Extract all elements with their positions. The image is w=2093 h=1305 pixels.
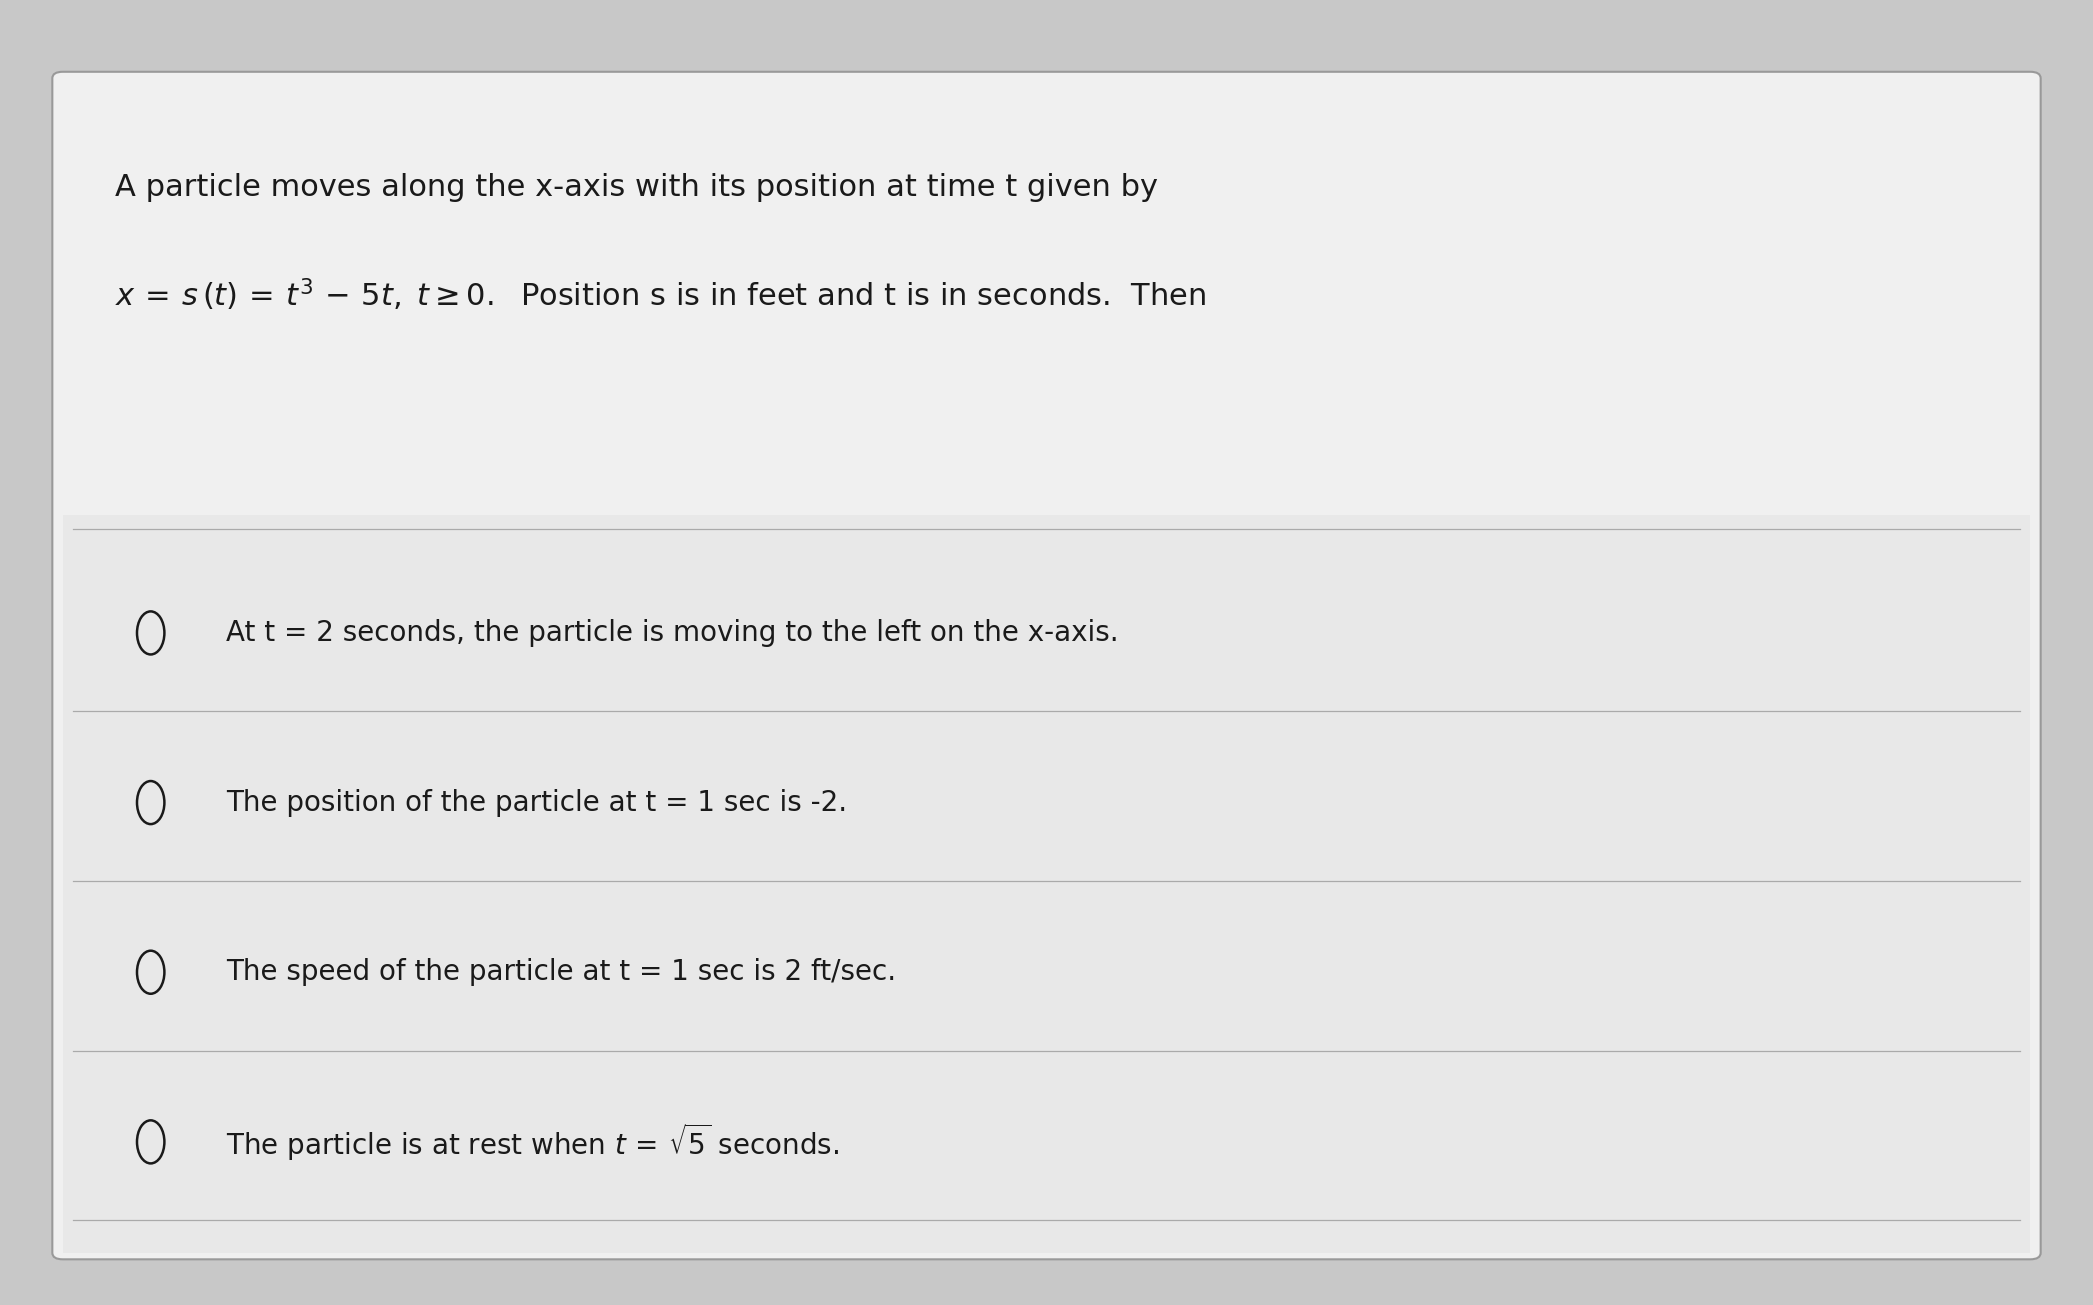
Text: The speed of the particle at t = 1 sec is 2 ft/sec.: The speed of the particle at t = 1 sec i… bbox=[226, 958, 896, 987]
Text: The position of the particle at t = 1 sec is -2.: The position of the particle at t = 1 se… bbox=[226, 788, 848, 817]
Bar bbox=[63, 515, 2030, 1253]
FancyBboxPatch shape bbox=[52, 72, 2041, 1259]
Text: The particle is at rest when $t\, =\, \sqrt{5}$ seconds.: The particle is at rest when $t\, =\, \s… bbox=[226, 1121, 839, 1163]
Text: At t = 2 seconds, the particle is moving to the left on the x-axis.: At t = 2 seconds, the particle is moving… bbox=[226, 619, 1118, 647]
Text: A particle moves along the x-axis with its position at time t given by: A particle moves along the x-axis with i… bbox=[115, 174, 1157, 202]
Text: $x\, =\, s\,(t)\, =\, t^3\, -\, 5t,\; t \geq 0.$  Position s is in feet and t is: $x\, =\, s\,(t)\, =\, t^3\, -\, 5t,\; t … bbox=[115, 277, 1206, 313]
